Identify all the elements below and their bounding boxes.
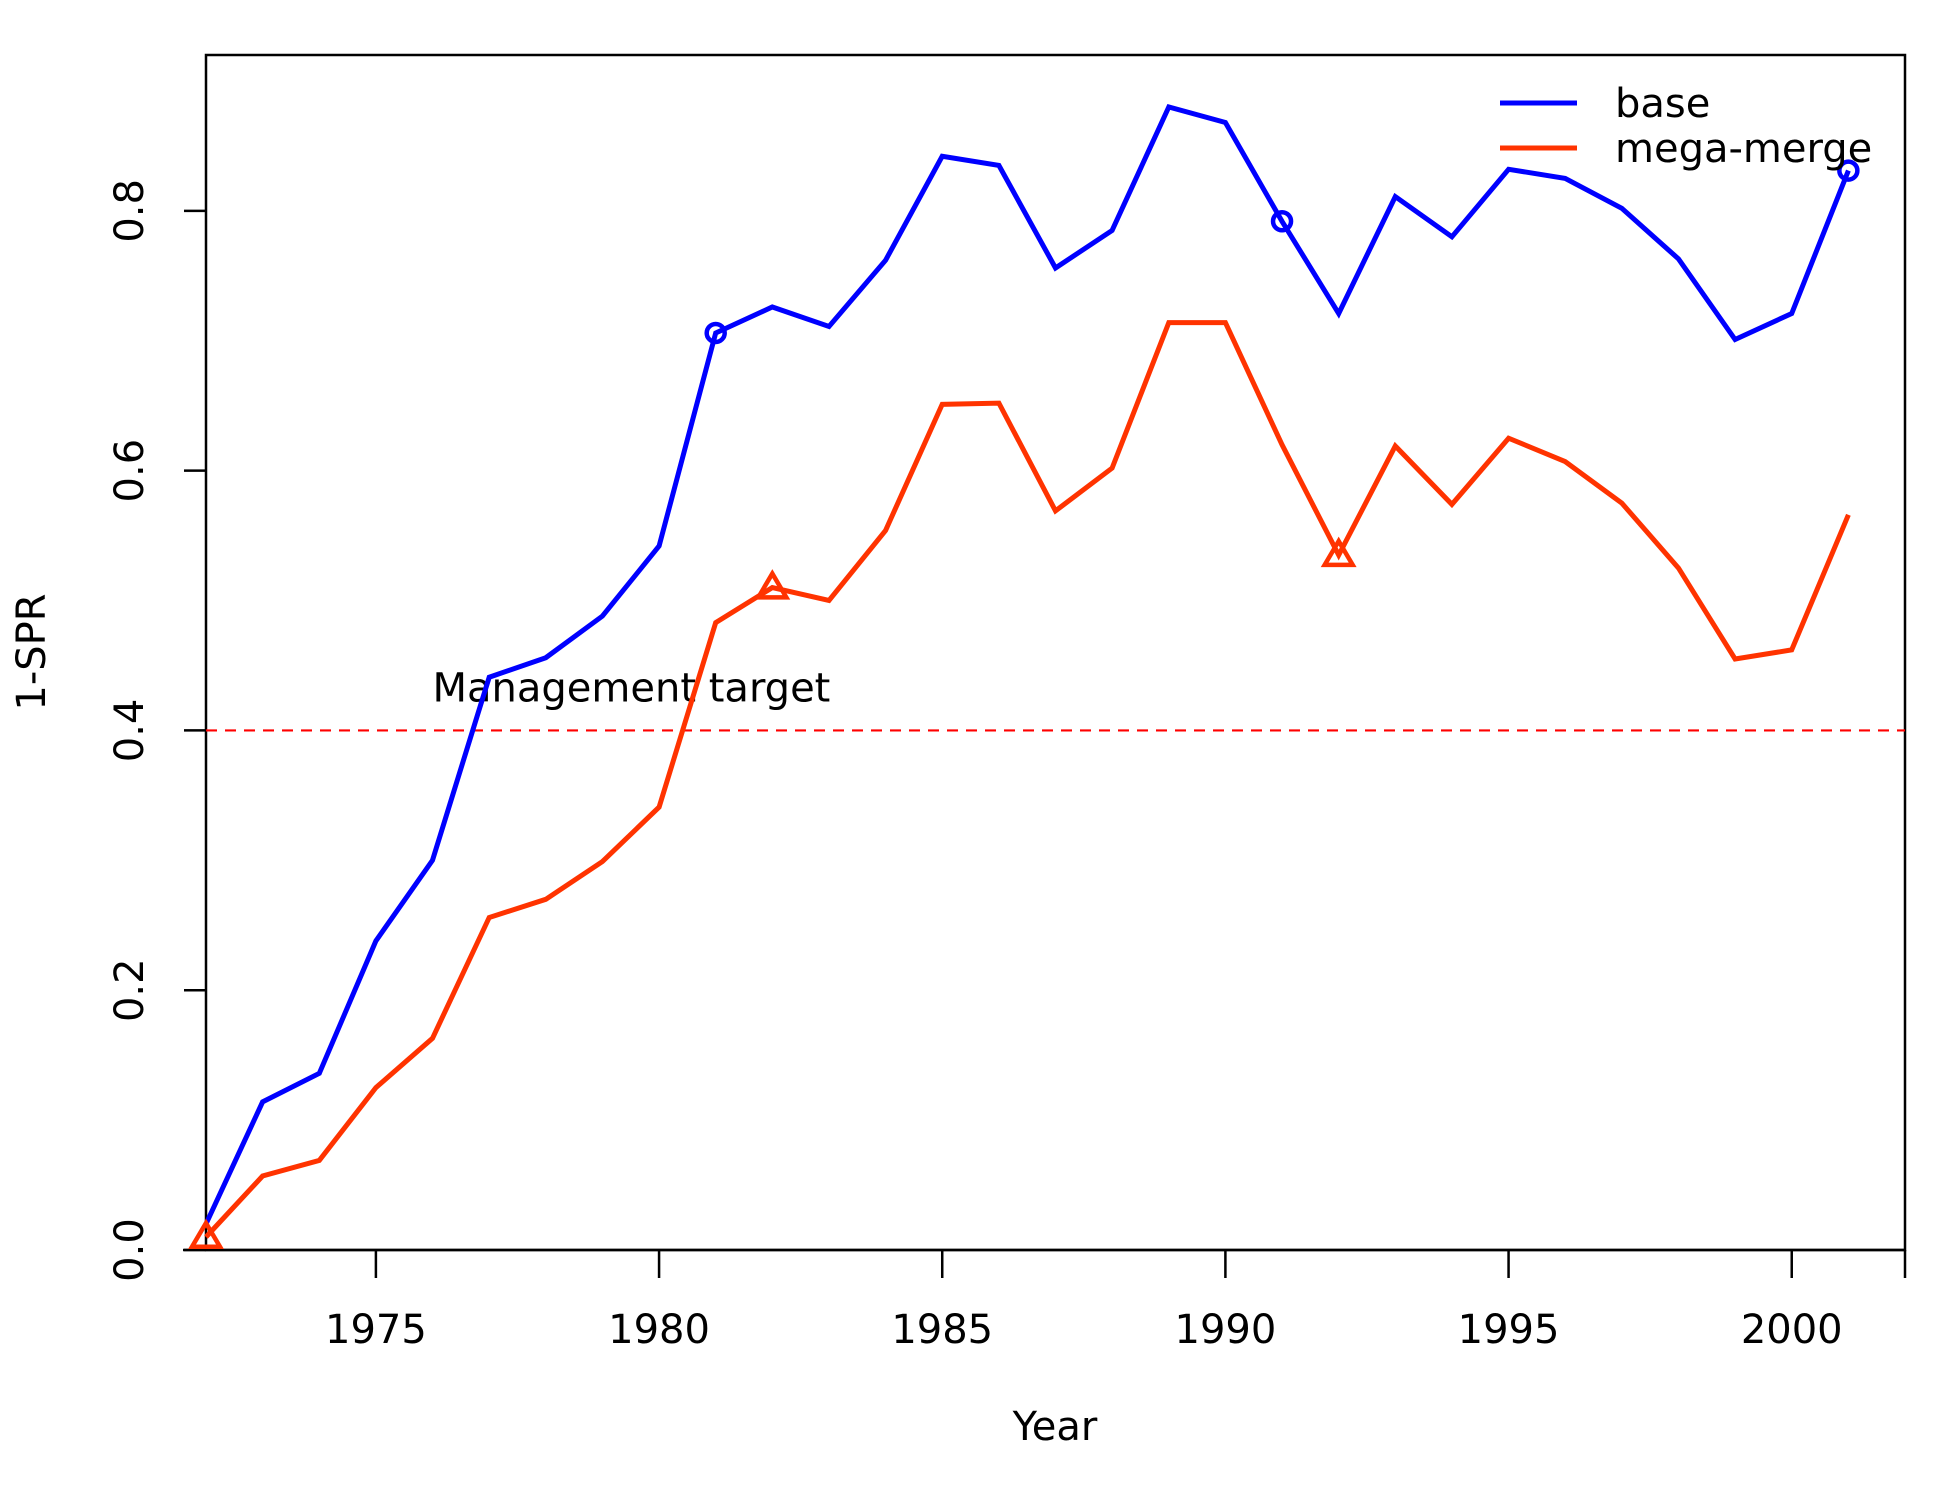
y-tick-label: 0.6 [107,439,153,503]
y-tick-label: 0.8 [107,179,153,243]
y-axis-label: 1-SPR [9,593,55,710]
y-tick-label: 0.4 [107,699,153,763]
x-axis: 1975 1980 1985 1990 1995 2000 [183,1248,1907,1353]
point-marker-base [704,321,727,345]
series-line-mega-merge [204,320,1851,1239]
legend-label-base: base [1615,81,1710,127]
x-tick-label: 1985 [891,1307,993,1353]
x-tick-label: 1975 [325,1307,427,1353]
series-line-base [203,104,1851,1226]
point-marker-base [1837,159,1860,182]
point-marker-mega-merge [1320,536,1357,568]
point-marker-mega-merge [188,1218,224,1250]
legend-label-mega-merge: mega-merge [1615,126,1872,172]
x-tick-label: 2000 [1741,1307,1843,1353]
y-axis: 0.0 0.2 0.4 0.6 0.8 [107,179,206,1282]
management-target-line: Management target [206,665,1905,732]
x-axis-label: Year [1012,1404,1098,1450]
y-tick-label: 0.0 [107,1218,153,1282]
series-lines [203,104,1851,1239]
reference-label: Management target [433,665,831,711]
x-tick-label: 1990 [1175,1307,1277,1353]
y-tick-label: 0.2 [107,958,153,1022]
point-marker-base [1270,210,1294,233]
point-marker-mega-merge [754,569,791,600]
series-markers [188,159,1860,1250]
x-tick-label: 1980 [608,1307,710,1353]
x-tick-label: 1995 [1458,1307,1560,1353]
